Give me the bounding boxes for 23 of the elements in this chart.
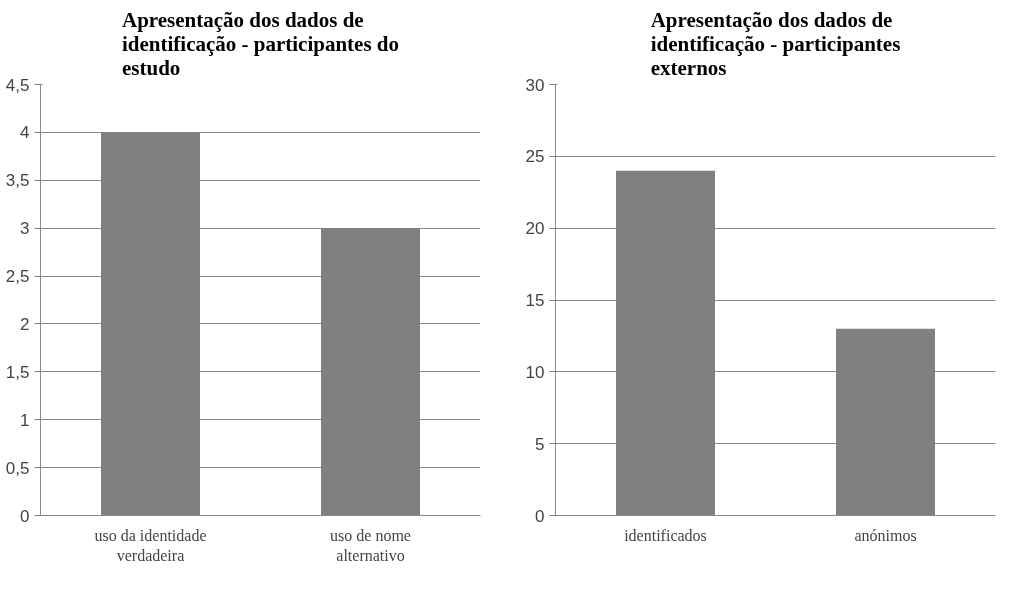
- chart-title: Apresentação dos dados de identificação - participantes do estudo: [121, 7, 400, 80]
- x-tick-label: uso da identidade verdadeira: [94, 526, 207, 564]
- y-tick-label: 25: [525, 147, 545, 167]
- y-tick-label: 10: [525, 362, 545, 382]
- y-tick-label: 2: [20, 314, 30, 334]
- y-tick-label: 30: [525, 75, 545, 95]
- y-tick-label: 3,5: [5, 171, 30, 191]
- y-tick-label: 4: [20, 123, 30, 143]
- chart-title: Apresentação dos dados de identificação - participantes externos: [650, 7, 901, 80]
- y-tick-label: 20: [525, 219, 545, 239]
- y-tick-label: 1: [20, 410, 30, 430]
- x-tick-label: identificados: [624, 526, 707, 544]
- y-tick-label: 4,5: [5, 75, 30, 95]
- x-tick-label: anónimos: [854, 526, 917, 544]
- y-tick-label: 5: [535, 434, 545, 454]
- y-tick-label: 0,5: [5, 458, 30, 478]
- y-tick-label: 1,5: [5, 362, 30, 382]
- x-tick-label: uso de nome alternativo: [330, 526, 411, 564]
- y-tick-label: 15: [525, 291, 545, 310]
- y-tick-label: 0: [20, 506, 30, 526]
- y-tick-label: 0: [535, 506, 545, 526]
- y-tick-label: 2,5: [5, 267, 30, 287]
- y-tick-label: 3: [20, 219, 30, 239]
